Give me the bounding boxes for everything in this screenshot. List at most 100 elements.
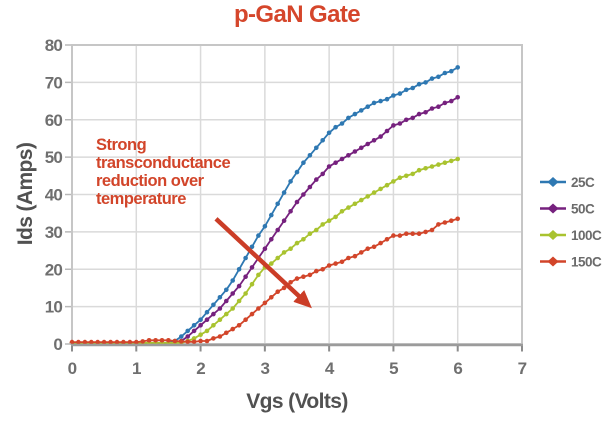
legend-marker-icon	[547, 256, 559, 267]
y-tick-label: 50	[45, 148, 63, 167]
data-point	[359, 250, 364, 255]
data-point	[397, 91, 403, 96]
data-point	[423, 229, 428, 235]
data-point	[243, 291, 248, 296]
data-point	[294, 276, 300, 281]
data-point	[320, 222, 326, 227]
data-point	[159, 338, 165, 343]
data-point	[339, 121, 345, 126]
data-point	[191, 328, 197, 334]
data-point	[269, 261, 274, 266]
data-point	[416, 81, 422, 87]
data-point	[436, 222, 441, 227]
data-point	[404, 231, 409, 236]
data-point	[326, 218, 332, 223]
data-point	[191, 336, 197, 341]
data-point	[423, 80, 428, 85]
data-point	[275, 227, 281, 233]
data-point	[288, 179, 293, 184]
annotation-line: reduction over	[96, 172, 204, 190]
data-point	[365, 104, 371, 109]
data-point	[359, 197, 364, 203]
data-point	[101, 339, 107, 345]
data-point	[294, 199, 300, 205]
data-point	[301, 192, 306, 197]
data-point	[404, 117, 409, 123]
x-tick-label: 2	[196, 359, 205, 378]
data-point	[224, 287, 229, 293]
data-point	[307, 184, 313, 190]
annotation-line: Strong	[96, 136, 147, 154]
data-point	[211, 302, 216, 308]
data-point	[346, 115, 351, 121]
legend-label: 50C	[571, 201, 595, 216]
data-point	[121, 339, 126, 345]
data-point	[89, 339, 94, 345]
data-point	[449, 218, 454, 223]
x-tick-label: 0	[68, 359, 77, 378]
data-point	[391, 179, 396, 184]
data-point	[423, 166, 428, 171]
data-point	[236, 283, 242, 289]
data-point	[217, 334, 223, 339]
data-point	[262, 300, 268, 306]
data-point	[416, 231, 422, 236]
y-axis-title: Ids (Amps)	[14, 142, 37, 246]
data-point	[281, 190, 287, 195]
data-point	[166, 338, 171, 343]
data-point	[236, 323, 242, 328]
y-tick-label: 80	[45, 36, 63, 55]
data-point	[185, 328, 190, 334]
data-point	[333, 124, 338, 130]
data-point	[371, 190, 377, 195]
data-point	[365, 141, 371, 147]
data-point	[172, 338, 178, 344]
data-point	[230, 291, 235, 296]
x-axis-title: Vgs (Volts)	[246, 390, 348, 413]
data-point	[236, 267, 242, 272]
data-point	[191, 323, 197, 328]
data-point	[391, 123, 396, 128]
data-point	[281, 218, 287, 223]
legend-marker-icon	[547, 203, 559, 214]
y-tick-label: 10	[45, 298, 63, 317]
data-point	[410, 115, 416, 121]
data-point	[185, 334, 190, 339]
data-point	[224, 311, 229, 317]
data-point	[314, 227, 319, 233]
data-point	[179, 339, 184, 344]
data-point	[198, 323, 203, 328]
data-point	[95, 339, 100, 345]
data-point	[320, 267, 326, 272]
data-point	[429, 227, 435, 233]
legend-item-50C: 50C	[540, 201, 596, 216]
annotation-arrow	[214, 217, 312, 309]
data-point	[455, 65, 461, 70]
data-point	[442, 160, 448, 165]
data-point	[288, 209, 293, 214]
y-tick-label: 30	[45, 223, 63, 242]
data-point	[301, 237, 306, 242]
data-point	[243, 274, 248, 280]
data-point	[185, 339, 190, 345]
data-point	[204, 328, 210, 334]
data-point	[269, 295, 274, 300]
data-point	[352, 149, 358, 154]
x-tick-label: 7	[518, 359, 527, 378]
data-point	[429, 76, 435, 81]
y-tick-label: 70	[45, 73, 63, 92]
data-point	[371, 244, 377, 250]
data-point	[320, 138, 326, 143]
data-point	[326, 164, 332, 169]
x-tick-label: 3	[261, 359, 270, 378]
data-point	[391, 93, 396, 98]
data-point	[326, 263, 332, 268]
legend-item-150C: 150C	[540, 254, 603, 269]
data-point	[211, 336, 216, 341]
y-tick-label: 20	[45, 260, 63, 279]
data-point	[262, 246, 268, 251]
data-point	[211, 323, 216, 328]
data-point	[333, 160, 338, 165]
data-point	[146, 338, 152, 343]
